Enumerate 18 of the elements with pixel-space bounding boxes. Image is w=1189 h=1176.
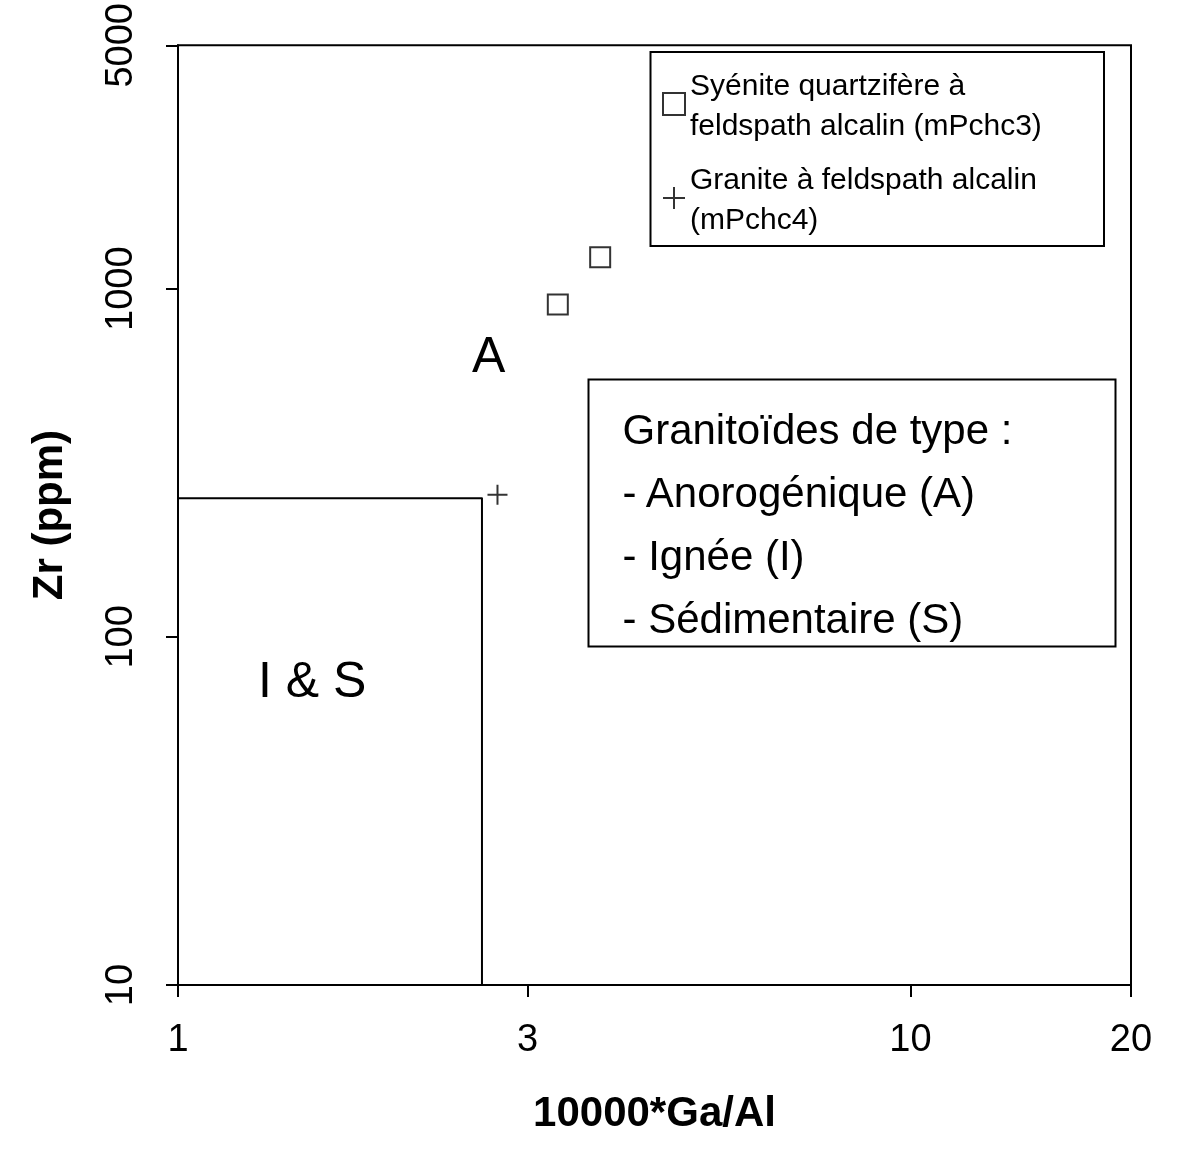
annotation: Granitoïdes de type :	[622, 405, 1013, 453]
x-tick-label: 3	[516, 1017, 539, 1059]
y-tick-label: 5000	[98, 2, 140, 88]
annotation: - Sédimentaire (S)	[622, 594, 964, 642]
y-tick-label: 100	[98, 605, 140, 669]
annotation: - Anorogénique (A)	[622, 468, 976, 516]
annotation: - Ignée (I)	[622, 531, 805, 579]
x-axis-title: 10000*Ga/Al	[533, 1087, 776, 1135]
annotation: I & S	[258, 652, 367, 708]
legend-label: Granite à feldspath alcalin (mPchc4)	[690, 161, 1046, 235]
x-tick-label: 1	[167, 1017, 189, 1059]
y-tick-label: 10	[98, 963, 140, 1007]
y-tick-label: 1000	[98, 246, 140, 331]
x-tick-label: 10	[889, 1017, 932, 1059]
legend-label: Syénite quartzifère à feldspath alcalin (mPchc3)	[690, 67, 1042, 141]
y-axis-title: Zr (ppm)	[23, 429, 71, 601]
annotation: A	[472, 327, 506, 383]
x-tick-label: 20	[1109, 1017, 1153, 1059]
